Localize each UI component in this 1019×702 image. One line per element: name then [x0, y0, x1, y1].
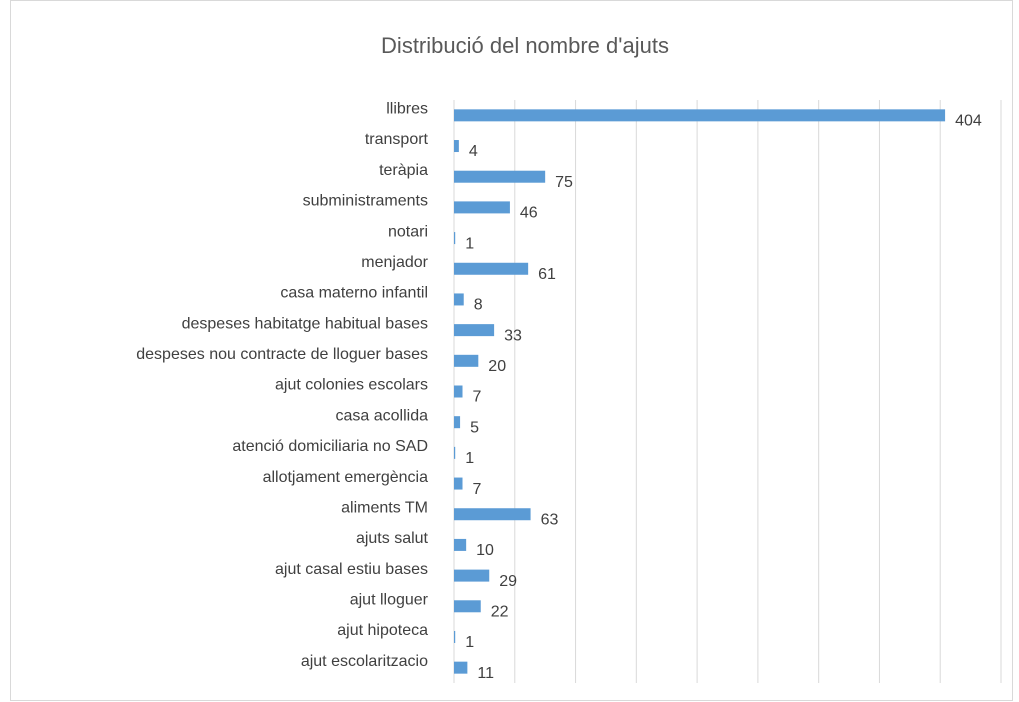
bar [454, 354, 479, 367]
y-tick-label: allotjament emergència [263, 469, 429, 486]
y-tick-label: atenció domiciliaria no SAD [232, 438, 428, 455]
data-label: 61 [538, 266, 556, 283]
y-tick-label: notari [388, 223, 428, 240]
data-label: 8 [474, 297, 483, 314]
y-tick-label: despeses nou contracte de lloguer bases [136, 346, 428, 363]
data-label: 4 [469, 143, 478, 160]
bar [454, 324, 495, 337]
bar [454, 508, 531, 521]
data-label: 33 [504, 327, 522, 344]
y-tick-label: subministraments [303, 193, 428, 210]
bar [454, 538, 467, 551]
bar [454, 293, 464, 306]
y-tick-label: casa acollida [336, 407, 429, 424]
bar [454, 201, 510, 214]
bar [454, 446, 456, 459]
data-label: 11 [477, 665, 494, 682]
data-label: 1 [465, 450, 474, 467]
data-label: 22 [491, 604, 509, 621]
y-tick-label: transport [365, 131, 429, 148]
y-tick-label: ajut colonies escolars [275, 377, 428, 394]
data-label: 1 [465, 235, 474, 252]
bar [454, 416, 461, 429]
data-label: 46 [520, 205, 538, 222]
bar [454, 630, 456, 643]
bar [454, 569, 490, 582]
bar [454, 385, 463, 398]
bar [454, 661, 468, 674]
y-tick-label: llibres [386, 101, 428, 118]
y-tick-label: ajut escolaritzacio [301, 653, 428, 670]
y-tick-label: ajut casal estiu bases [275, 561, 428, 578]
y-tick-label: aliments TM [341, 499, 428, 516]
y-tick-label: ajut lloguer [350, 592, 429, 609]
y-tick-label: despeses habitatge habitual bases [182, 315, 428, 332]
bar [454, 170, 546, 183]
bar [454, 232, 456, 245]
data-label: 20 [488, 358, 506, 375]
bar [454, 140, 459, 153]
y-tick-label: ajuts salut [356, 530, 429, 547]
data-label: 75 [555, 174, 573, 191]
bar [454, 262, 529, 275]
data-label: 5 [470, 419, 479, 436]
data-label: 1 [465, 634, 474, 651]
y-tick-label: teràpia [379, 162, 428, 179]
bar [454, 109, 946, 122]
chart-title: Distribució del nombre d'ajuts [381, 33, 669, 58]
y-tick-label: casa materno infantil [280, 285, 428, 302]
data-label: 7 [473, 389, 482, 406]
data-label: 63 [541, 511, 559, 528]
bar [454, 477, 463, 490]
data-label: 29 [499, 573, 517, 590]
data-label: 404 [955, 113, 982, 130]
data-label: 10 [476, 542, 494, 559]
y-tick-label: ajut hipoteca [337, 622, 428, 639]
data-label: 7 [473, 481, 482, 498]
bar [454, 600, 481, 613]
y-tick-label: menjador [361, 254, 428, 271]
